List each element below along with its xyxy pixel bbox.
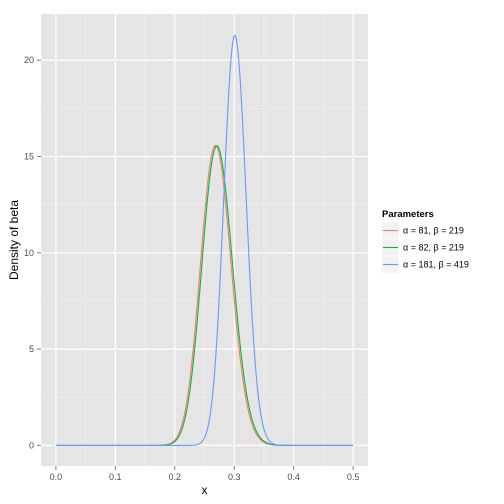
y-tick-label: 15 bbox=[24, 152, 34, 162]
x-axis-title: x bbox=[202, 483, 208, 497]
x-tick-label: 0.0 bbox=[50, 472, 63, 482]
legend-label: α = 181, β = 419 bbox=[403, 260, 469, 270]
x-axis-ticks: 0.0 0.1 0.2 0.3 0.4 0.5 bbox=[50, 466, 360, 482]
series-layer bbox=[55, 34, 354, 446]
legend-label: α = 82, β = 219 bbox=[403, 243, 464, 253]
y-axis-ticks: 0 5 10 15 20 bbox=[24, 55, 41, 450]
x-tick-label: 0.4 bbox=[287, 472, 300, 482]
legend-label: α = 81, β = 219 bbox=[403, 226, 464, 236]
x-tick-label: 0.2 bbox=[169, 472, 182, 482]
y-tick-label: 5 bbox=[29, 344, 34, 354]
y-tick-label: 20 bbox=[24, 55, 34, 65]
y-tick-label: 0 bbox=[29, 440, 34, 450]
x-tick-label: 0.3 bbox=[228, 472, 241, 482]
grid-minor bbox=[41, 14, 368, 466]
series-line bbox=[55, 34, 354, 446]
x-tick-label: 0.1 bbox=[109, 472, 122, 482]
y-tick-label: 10 bbox=[24, 248, 34, 258]
legend-title: Parameters bbox=[382, 209, 434, 220]
legend: Parameters α = 81, β = 219 α = 82, β = 21… bbox=[381, 209, 469, 274]
x-tick-label: 0.5 bbox=[347, 472, 360, 482]
y-axis-title: Density of beta bbox=[7, 200, 21, 280]
